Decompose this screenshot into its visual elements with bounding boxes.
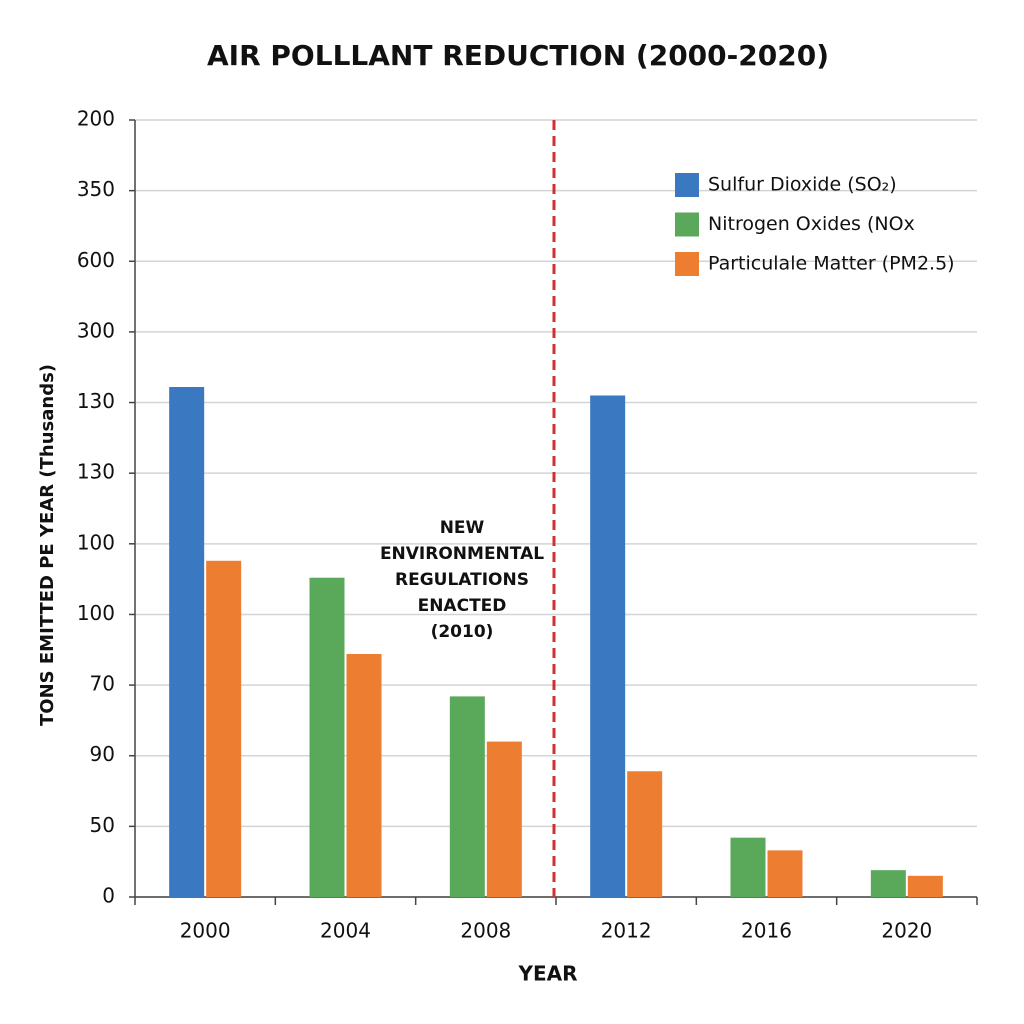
- x-axis-title: YEAR: [517, 962, 577, 986]
- y-tick-label: 600: [77, 248, 115, 272]
- bar: [309, 577, 345, 897]
- legend-swatch: [675, 212, 699, 237]
- chart-title: AIR POLLLANT REDUCTION (2000-2020): [207, 39, 829, 72]
- y-tick-label: 100: [77, 530, 115, 554]
- y-axis-title: TONS EMITTED PE YEAR (Thusands): [37, 364, 58, 726]
- annotation-text: ENVIRONMENTAL: [380, 544, 544, 564]
- bar: [870, 870, 906, 897]
- annotation-text: REGULATIONS: [395, 570, 529, 590]
- legend-swatch: [675, 173, 699, 197]
- x-tick-label: 2016: [741, 919, 792, 943]
- bar: [206, 560, 242, 897]
- y-tick-label: 100: [77, 601, 115, 625]
- bar: [486, 741, 522, 897]
- bar: [169, 387, 205, 897]
- legend-swatch: [675, 252, 699, 276]
- y-tick-label: 350: [77, 177, 115, 201]
- annotation-text: ENACTED: [418, 596, 507, 616]
- y-tick-label: 130: [77, 460, 115, 484]
- legend-label: Sulfur Dioxide (SO₂): [708, 174, 897, 196]
- bar: [730, 837, 766, 897]
- annotation-text: NEW: [440, 518, 485, 538]
- bar: [449, 696, 485, 897]
- bar: [767, 850, 803, 897]
- x-tick-label: 2000: [180, 919, 231, 943]
- y-tick-label: 300: [77, 318, 115, 342]
- bar: [907, 875, 943, 897]
- y-tick-label: 50: [90, 813, 115, 837]
- bar: [627, 771, 663, 897]
- y-tick-label: 0: [102, 884, 115, 908]
- legend-label: Particulale Matter (PM2.5): [708, 253, 955, 275]
- bar: [590, 395, 626, 897]
- annotation-text: (2010): [431, 622, 494, 642]
- y-tick-label: 70: [90, 672, 115, 696]
- x-tick-label: 2020: [881, 919, 932, 943]
- y-tick-label: 90: [90, 742, 115, 766]
- y-tick-label: 130: [77, 389, 115, 413]
- x-tick-label: 2004: [320, 919, 371, 943]
- x-tick-label: 2012: [601, 919, 652, 943]
- y-tick-label: 200: [77, 107, 115, 131]
- bar: [346, 654, 382, 897]
- x-tick-label: 2008: [460, 919, 511, 943]
- legend-label: Nitrogen Oxides (NOx: [708, 213, 915, 235]
